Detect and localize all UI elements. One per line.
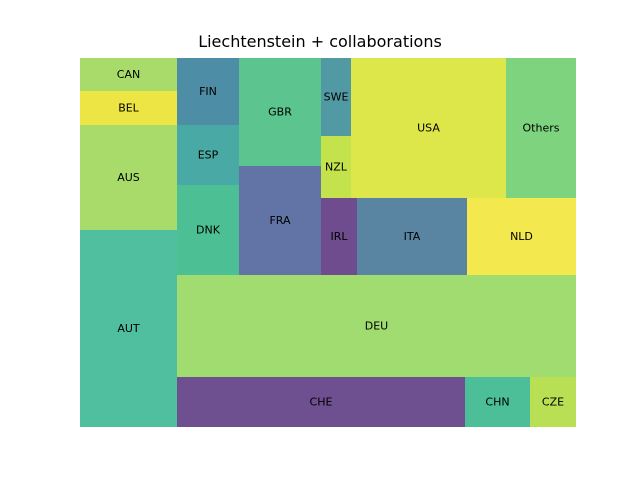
treemap-cell-nzl xyxy=(321,136,351,198)
treemap-label-can: CAN xyxy=(117,68,140,81)
treemap-cell-aut xyxy=(80,230,177,427)
treemap-label-esp: ESP xyxy=(198,149,219,162)
treemap-cell-ita xyxy=(357,198,467,275)
treemap-label-deu: DEU xyxy=(365,320,388,333)
treemap-label-nzl: NZL xyxy=(325,161,348,174)
treemap-label-chn: CHN xyxy=(485,396,509,409)
treemap-cell-swe xyxy=(321,58,351,136)
treemap-cell-aus xyxy=(80,125,177,230)
treemap-cell-fin xyxy=(177,58,239,125)
treemap-label-others: Others xyxy=(523,122,560,135)
treemap-cell-gbr xyxy=(239,58,321,166)
treemap-label-che: CHE xyxy=(310,396,333,409)
treemap-label-swe: SWE xyxy=(324,91,349,104)
treemap-cell-can xyxy=(80,58,177,91)
treemap-cell-dnk xyxy=(177,185,239,275)
treemap-cell-esp xyxy=(177,125,239,185)
treemap-label-aus: AUS xyxy=(117,171,140,184)
treemap-label-bel: BEL xyxy=(118,102,139,115)
treemap-label-nld: NLD xyxy=(510,230,533,243)
treemap-cell-cze xyxy=(530,377,576,427)
treemap-label-usa: USA xyxy=(417,122,440,135)
treemap-cell-others xyxy=(506,58,576,198)
treemap-cell-bel xyxy=(80,91,177,125)
treemap-label-fra: FRA xyxy=(269,214,291,227)
treemap-cell-fra xyxy=(239,166,321,275)
treemap-label-dnk: DNK xyxy=(196,224,221,237)
treemap-cell-nld xyxy=(467,198,576,275)
treemap-cell-che xyxy=(177,377,465,427)
chart-title: Liechtenstein + collaborations xyxy=(198,32,442,51)
treemap-label-ita: ITA xyxy=(404,230,421,243)
treemap-cell-irl xyxy=(321,198,357,275)
treemap-cell-usa xyxy=(351,58,506,198)
treemap-label-cze: CZE xyxy=(542,396,564,409)
treemap-label-gbr: GBR xyxy=(268,106,292,119)
treemap-label-irl: IRL xyxy=(330,230,348,243)
treemap-label-aut: AUT xyxy=(117,322,140,335)
treemap-label-fin: FIN xyxy=(199,85,217,98)
treemap-cell-deu xyxy=(177,275,576,377)
treemap-cell-chn xyxy=(465,377,530,427)
